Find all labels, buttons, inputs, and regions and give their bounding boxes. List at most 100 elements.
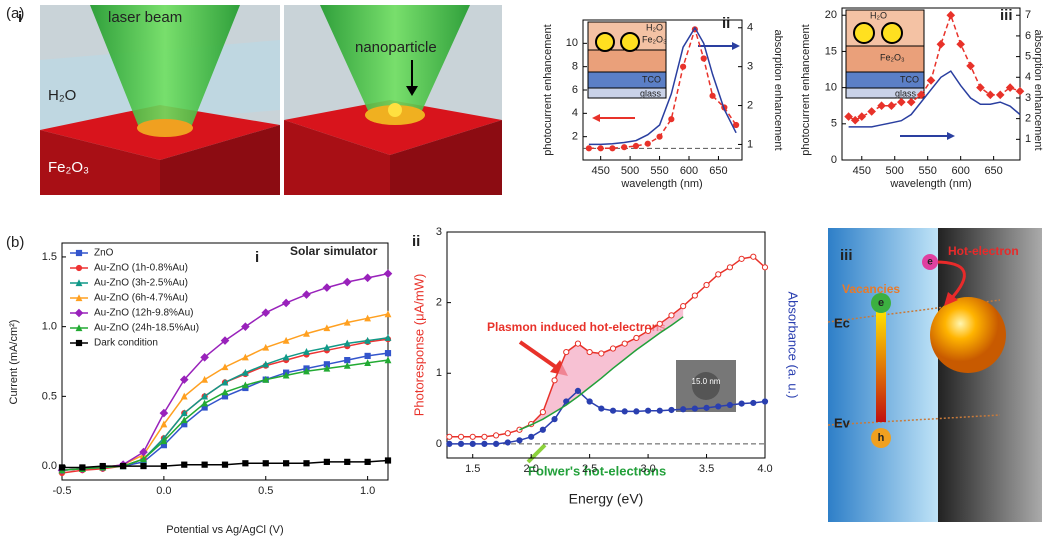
spot [137, 119, 193, 137]
marker [937, 41, 944, 48]
y-tick-label: 0 [831, 154, 837, 166]
marker [365, 459, 370, 464]
marker [494, 441, 499, 446]
y-tick-label: 15 [825, 45, 837, 57]
y-tick-label: 8 [572, 61, 578, 73]
label: Eᴠ [834, 415, 851, 430]
marker [243, 370, 248, 375]
series-line [62, 353, 388, 470]
marker [365, 338, 370, 343]
x-tick-label: 450 [591, 165, 609, 177]
marker [75, 309, 82, 316]
inset-label: TCO [900, 74, 919, 84]
x-axis-label: wavelength (nm) [620, 178, 702, 190]
marker [284, 355, 289, 360]
y2-tick-label: 4 [747, 22, 753, 34]
nanoparticle [388, 103, 402, 117]
marker [76, 280, 81, 285]
panel-label: iii [1000, 7, 1013, 24]
x-tick-label: 500 [886, 165, 904, 177]
x-tick-label: 2.0 [524, 463, 539, 475]
marker [997, 91, 1004, 98]
legend-label: Au-ZnO (3h-2.5%Au) [94, 278, 188, 289]
panel-label: i [18, 9, 22, 26]
marker [470, 434, 475, 439]
marker [716, 272, 721, 277]
marker [76, 325, 81, 330]
marker [540, 409, 545, 414]
x-tick-label: -0.5 [53, 485, 72, 497]
inset-label: H₂O [870, 10, 887, 20]
y-tick-label: 6 [572, 84, 578, 96]
label: laser beam [108, 9, 182, 26]
marker [517, 438, 522, 443]
y2-axis-label: absorption enhancement [772, 29, 784, 150]
marker [304, 461, 309, 466]
marker [575, 388, 580, 393]
panel-label: ii [722, 15, 730, 32]
y2-tick-label: 6 [1025, 30, 1031, 42]
marker [365, 353, 370, 358]
x-tick-label: 600 [680, 165, 698, 177]
marker [868, 108, 875, 115]
marker [505, 440, 510, 445]
marker [140, 449, 147, 456]
marker [76, 265, 81, 270]
label: Fe₂O₃ [48, 159, 89, 176]
y-tick-label: 10 [825, 82, 837, 94]
y-tick-label: 1 [436, 367, 442, 379]
y-tick-label: 0 [436, 438, 442, 450]
inset-label: Fe₂O₃ [642, 34, 667, 44]
marker [482, 434, 487, 439]
label: Vacancies [842, 282, 900, 296]
marker [751, 254, 756, 259]
marker [324, 345, 329, 350]
x-tick-label: 650 [709, 165, 727, 177]
marker [303, 291, 310, 298]
marker [967, 62, 974, 69]
marker [977, 84, 984, 91]
y-tick-label: 0.0 [42, 460, 57, 472]
y2-axis-label: Absorbance (a. u.) [786, 292, 801, 399]
x-tick-label: 1.5 [465, 463, 480, 475]
chart-title: Solar simulator [290, 244, 378, 258]
marker [160, 409, 167, 416]
marker [957, 41, 964, 48]
marker [645, 328, 650, 333]
y2-tick-label: 1 [747, 138, 753, 150]
label: nanoparticle [355, 39, 437, 56]
marker [727, 402, 732, 407]
marker [739, 256, 744, 261]
marker [645, 408, 650, 413]
y2-tick-label: 4 [1025, 71, 1031, 83]
marker [681, 407, 686, 412]
y-tick-label: 10 [566, 37, 578, 49]
marker [385, 351, 390, 356]
marker [222, 390, 227, 395]
legend-label: Au-ZnO (24h-18.5%Au) [94, 323, 199, 334]
x-tick-label: 3.5 [699, 463, 714, 475]
marker [657, 408, 662, 413]
transition [876, 312, 886, 422]
marker [76, 295, 81, 300]
marker [505, 431, 510, 436]
marker [470, 441, 475, 446]
marker [243, 355, 248, 360]
inset: H₂O Fe₂O₃ TCO glass [846, 10, 924, 98]
marker [599, 406, 604, 411]
marker [323, 284, 330, 291]
marker [888, 102, 895, 109]
marker [669, 407, 674, 412]
marker [852, 117, 859, 124]
marker [564, 349, 569, 354]
marker [76, 250, 81, 255]
marker [622, 145, 627, 150]
marker [482, 441, 487, 446]
marker [161, 463, 166, 468]
marker [908, 98, 915, 105]
marker [762, 265, 767, 270]
marker [345, 459, 350, 464]
y-axis-label: Photoresponse (μA/mW) [411, 274, 426, 417]
x-tick-label: 3.0 [640, 463, 655, 475]
marker [304, 331, 309, 336]
